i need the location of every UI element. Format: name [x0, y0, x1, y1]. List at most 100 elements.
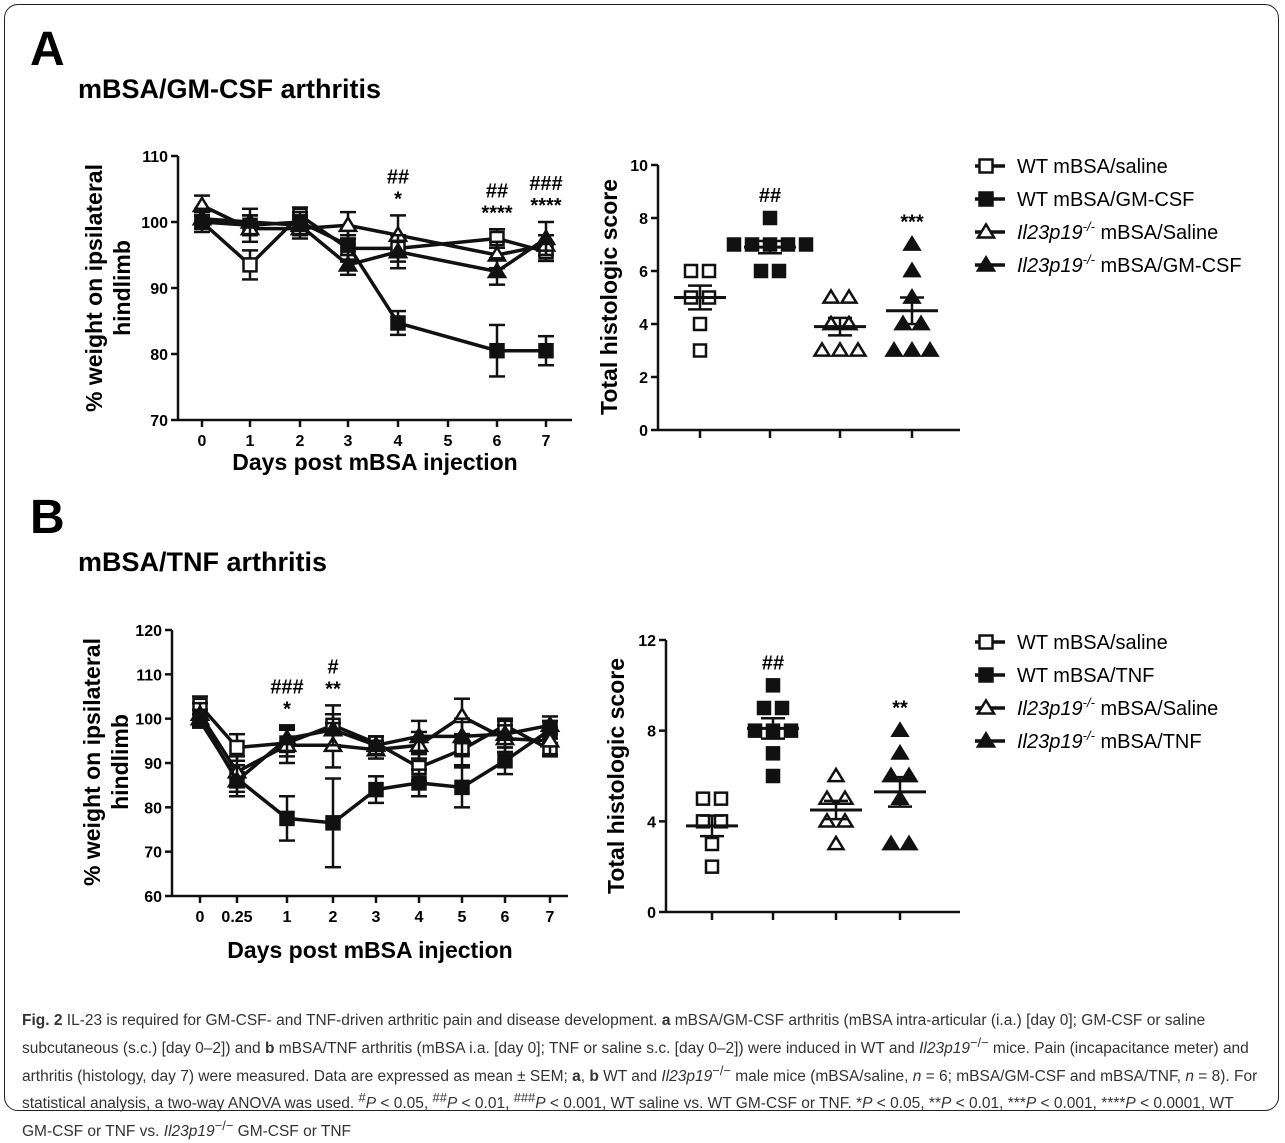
legend-marker: [975, 254, 997, 272]
y-tick-label: 0: [639, 423, 648, 440]
data-point: [884, 341, 904, 357]
data-point: [489, 342, 505, 359]
legend-panel-b: WT mBSA/saline WT mBSA/TNF Il23p19-/- mBSA…: [975, 632, 1218, 753]
caption-segment: ###: [513, 1090, 536, 1106]
caption-segment: Il23p19: [919, 1039, 970, 1057]
legend-label: WT mBSA/saline: [1017, 156, 1168, 178]
legend-label: WT mBSA/saline: [1017, 632, 1168, 654]
legend-marker: [978, 634, 994, 650]
caption-segment: Il23p19: [163, 1123, 215, 1140]
y-tick-label: 70: [150, 413, 168, 430]
significance-label: ****: [530, 195, 561, 217]
group-triangle-filled: [874, 721, 926, 851]
y-tick-label: 100: [141, 215, 168, 232]
data-point: [774, 700, 790, 716]
caption-segment: P: [940, 1095, 952, 1113]
legend-label: WT mBSA/TNF: [1017, 665, 1154, 687]
x-tick-label: 1: [283, 909, 292, 926]
x-tick-label: 7: [542, 433, 551, 450]
significance-label: *: [394, 188, 402, 210]
caption-segment: < 0.05,: [376, 1095, 433, 1113]
x-tick-label: 4: [415, 909, 424, 926]
y-tick-label: 4: [647, 814, 656, 831]
x-tick-label: 2: [296, 433, 305, 450]
legend-superscript: -/-: [1083, 219, 1096, 234]
y-tick-label: 90: [150, 281, 168, 298]
caption-segment: P: [1025, 1095, 1037, 1113]
caption-segment: n: [1185, 1067, 1194, 1085]
data-point: [337, 254, 359, 272]
data-point: [683, 263, 699, 279]
chart-b-line: 60 70 80 90 100 110 120 0 0.25 1 2 3 4 5 6 7 Days post m…: [79, 623, 568, 963]
caption-segment: a: [572, 1067, 581, 1085]
legend-marker: [978, 158, 994, 174]
data-point: [539, 730, 561, 748]
caption-segment: −/−: [214, 1117, 234, 1133]
legend-item: WT mBSA/saline: [975, 632, 1168, 654]
caption-segment: b: [589, 1067, 599, 1085]
data-point: [780, 237, 796, 252]
x-tick-label: 1: [246, 433, 255, 450]
data-point: [325, 815, 341, 831]
x-tick-label: 6: [501, 909, 510, 926]
chart-b-scatter: 0 4 8 12 Total histologic score ## **: [603, 633, 960, 922]
data-point: [839, 288, 859, 304]
data-point: [762, 210, 778, 226]
caption-segment: b: [264, 1039, 275, 1057]
y-axis-title: Total histologic score: [596, 179, 622, 415]
caption-segment: male mice (mBSA/saline,: [730, 1067, 913, 1085]
data-point: [920, 341, 940, 357]
x-tick-label: 6: [493, 433, 502, 450]
legend-item: WT mBSA/TNF: [975, 665, 1154, 687]
data-point: [756, 700, 772, 716]
data-point: [812, 341, 832, 357]
legend-label: Il23p19-/- mBSA/GM-CSF: [1017, 252, 1242, 277]
y-axis-title: hindlimb: [109, 240, 135, 336]
legend-marker: [975, 221, 997, 239]
x-axis-title: Days post mBSA injection: [227, 937, 512, 963]
data-point: [538, 342, 554, 359]
caption-segment: mice. Pain (incapacitance meter) and art…: [22, 1039, 1249, 1085]
data-point: [783, 723, 799, 738]
legend-marker: [978, 667, 994, 683]
panel-a-letter: A: [30, 23, 65, 76]
x-tick-label: 5: [458, 909, 467, 926]
significance-label: ###: [529, 173, 562, 195]
data-point: [821, 288, 841, 304]
data-point: [239, 211, 261, 229]
caption-segment: < 0.05, **: [872, 1095, 941, 1113]
y-tick-label: 80: [150, 347, 168, 364]
caption-segment: ##: [432, 1090, 447, 1106]
caption-segment: < 0.01,: [457, 1095, 514, 1113]
data-point: [454, 779, 470, 796]
data-point: [279, 810, 295, 827]
caption-segment: n: [912, 1067, 922, 1085]
data-point: [899, 766, 919, 783]
data-point: [695, 791, 711, 806]
caption-segment: −/−: [712, 1062, 731, 1078]
caption-segment: #: [358, 1090, 366, 1106]
data-point: [826, 766, 846, 783]
x-tick-label: 4: [394, 433, 403, 450]
legend-label: Il23p19-/- mBSA/Saline: [1017, 695, 1218, 720]
legend-marker: [975, 730, 997, 748]
data-point: [535, 228, 557, 246]
legend-superscript: -/-: [1083, 695, 1096, 710]
x-tick-label: 2: [329, 909, 338, 926]
legend-marker: [975, 697, 997, 715]
legend-text: mBSA/Saline: [1095, 698, 1218, 720]
y-axis-title: % weight on ipsilateral: [81, 164, 107, 412]
y-axis-title: Total histologic score: [603, 658, 629, 894]
y-tick-label: 80: [144, 800, 162, 817]
y-axis-title: hindlimb: [107, 714, 133, 810]
y-tick-label: 2: [639, 370, 648, 387]
legend-gene: Il23p19: [1017, 255, 1083, 277]
group-square-open: [686, 791, 738, 874]
significance-label: ##: [759, 185, 781, 207]
caption-segment: < 0.001, WT saline vs. WT GM-CSF or TNF.…: [545, 1095, 863, 1113]
data-point: [765, 768, 781, 784]
legend-text: mBSA/Saline: [1095, 222, 1218, 244]
data-point: [798, 237, 814, 252]
